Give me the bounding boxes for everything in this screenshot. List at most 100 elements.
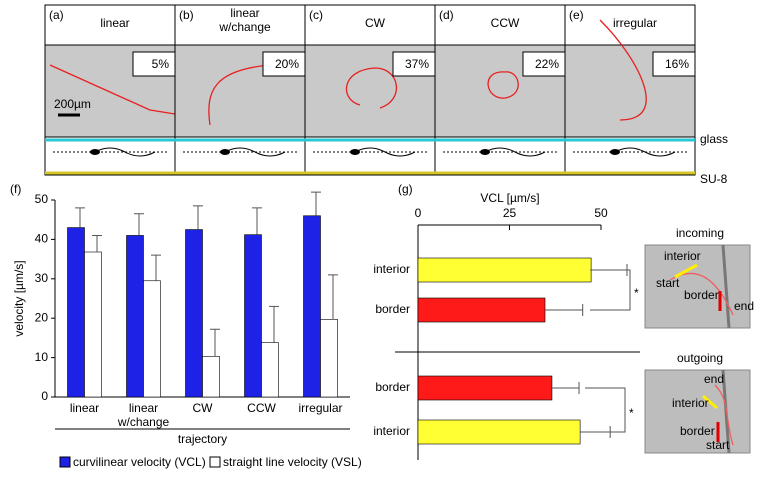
inset-label: border xyxy=(680,424,715,438)
y-tick-label: 30 xyxy=(35,271,49,285)
inset-label: end xyxy=(704,372,724,386)
side-strip xyxy=(304,136,436,176)
x-tick-label: irregular xyxy=(298,401,342,415)
bar xyxy=(84,251,102,398)
error-bar xyxy=(252,207,262,235)
significance: * xyxy=(629,406,634,420)
x-tick-label: linear xyxy=(70,401,99,415)
error-bar xyxy=(328,274,338,320)
panel-label: (b) xyxy=(179,8,194,22)
y-tick-label: 50 xyxy=(35,192,49,206)
bar xyxy=(417,257,592,283)
x-tick-label: 0 xyxy=(415,206,422,220)
inset-label: border xyxy=(684,288,719,302)
bar xyxy=(303,215,321,398)
bar xyxy=(67,227,85,398)
sperm-head xyxy=(350,149,360,155)
percent-box xyxy=(262,51,306,77)
trajectory xyxy=(487,71,519,99)
sperm-head xyxy=(220,149,230,155)
inset-label: start xyxy=(656,276,680,290)
y-tick-label: 40 xyxy=(35,232,49,246)
x-tick-label: 25 xyxy=(503,206,517,220)
sperm-side xyxy=(224,147,286,157)
panel-label: (e) xyxy=(569,8,584,22)
panel-title: CW xyxy=(365,16,386,30)
arrow-yellow xyxy=(674,263,698,279)
bar xyxy=(417,375,553,401)
bar xyxy=(126,235,144,398)
panel-label: (f) xyxy=(10,182,21,196)
inset-label: interior xyxy=(672,396,709,410)
error-bar xyxy=(151,254,161,281)
bar xyxy=(202,356,220,398)
x-tick-label: linear w/change xyxy=(117,401,170,429)
error-bar xyxy=(193,205,203,230)
error-bar xyxy=(92,234,102,253)
percent: 5% xyxy=(152,57,170,71)
y-axis-title: velocity [µm/s] xyxy=(12,260,26,336)
inset-label: end xyxy=(734,299,754,313)
bar xyxy=(261,342,279,398)
panel-title: irregular xyxy=(613,16,657,30)
boundary xyxy=(721,244,731,329)
percent: 20% xyxy=(275,57,299,71)
y-tick-label: interior xyxy=(373,424,410,438)
sperm-head xyxy=(480,149,490,155)
y-tick-label: 0 xyxy=(41,389,48,403)
x-axis-title: VCL [µm/s] xyxy=(480,191,539,205)
percent-box xyxy=(652,51,696,77)
y-tick-label: border xyxy=(375,380,410,394)
inset-label: interior xyxy=(664,249,701,263)
y-tick-label: 10 xyxy=(35,350,49,364)
sperm-side xyxy=(484,147,546,157)
inset-image xyxy=(644,369,751,454)
x-tick-label: CCW xyxy=(247,401,276,415)
panel-title: linear w/change xyxy=(218,6,271,34)
error-bar xyxy=(311,191,321,216)
panel-label: (g) xyxy=(398,182,413,196)
sperm-side xyxy=(354,147,416,157)
x-tick-label: CW xyxy=(193,401,214,415)
y-tick-label: interior xyxy=(373,262,410,276)
bar xyxy=(185,229,203,398)
legend-label: straight line velocity (VSL) xyxy=(223,455,362,469)
bar xyxy=(143,280,161,398)
error-bar xyxy=(210,328,220,357)
layer-label: glass xyxy=(700,132,728,146)
error-bar xyxy=(75,207,85,228)
sperm-side xyxy=(614,147,676,157)
panel-label: (d) xyxy=(439,8,454,22)
inset-title: incoming xyxy=(676,226,724,240)
significance-bracket xyxy=(590,269,631,311)
panel-label: (a) xyxy=(49,8,64,22)
panel-title: CCW xyxy=(491,16,520,30)
y-tick-label: 20 xyxy=(35,310,49,324)
legend-swatch xyxy=(209,456,221,468)
trajectory xyxy=(208,64,271,126)
percent-box xyxy=(522,51,566,77)
x-tick-label: 50 xyxy=(594,206,608,220)
legend-label: curvilinear velocity (VCL) xyxy=(73,455,206,469)
bar xyxy=(244,234,262,398)
trajectory xyxy=(599,19,647,121)
error-bar xyxy=(269,305,279,343)
panel-label: (c) xyxy=(309,8,323,22)
inset-label: start xyxy=(706,438,730,452)
side-strip xyxy=(174,136,306,176)
panel-title: linear xyxy=(100,16,129,30)
side-strip xyxy=(564,136,696,176)
sperm-head xyxy=(90,149,100,155)
sperm-side xyxy=(94,147,156,157)
significance: * xyxy=(634,286,639,300)
side-strip xyxy=(434,136,566,176)
x-axis-title: trajectory xyxy=(178,432,227,446)
inset-title: outgoing xyxy=(677,351,723,365)
error-bar xyxy=(134,213,144,236)
error-bar xyxy=(545,304,584,316)
arrow-yellow xyxy=(702,394,718,410)
y-tick-label: border xyxy=(375,302,410,316)
error-bar xyxy=(551,382,580,394)
percent: 22% xyxy=(535,57,559,71)
percent: 16% xyxy=(665,57,689,71)
